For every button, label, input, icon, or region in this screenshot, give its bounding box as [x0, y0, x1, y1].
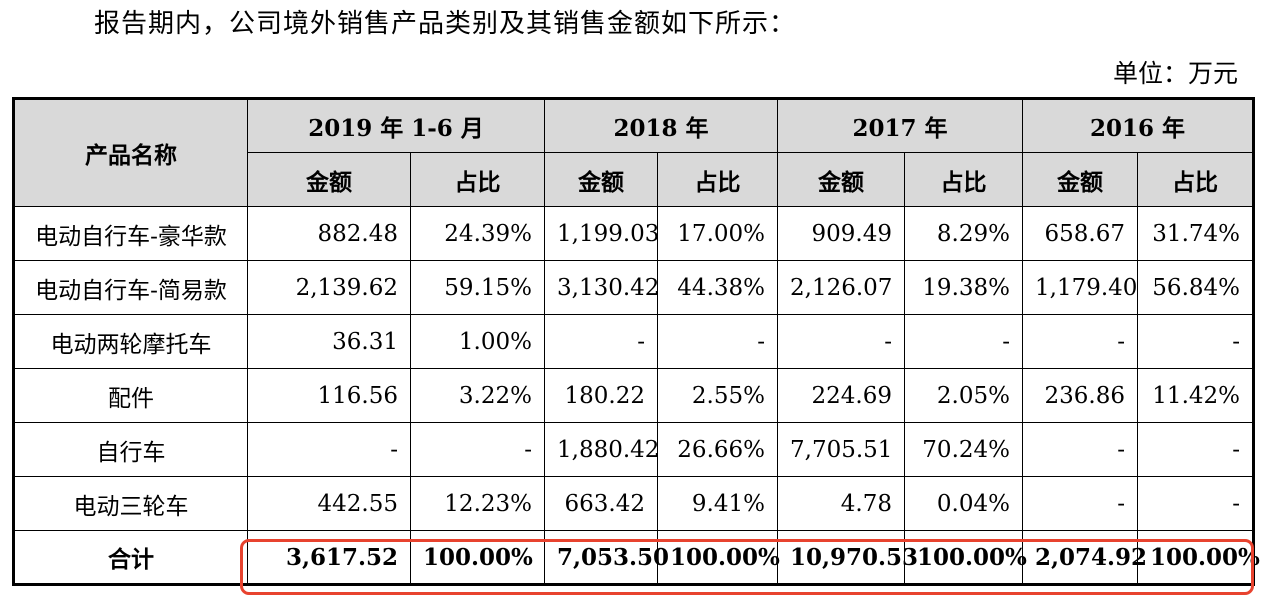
- amount-cell: 2,139.62: [247, 260, 411, 315]
- amount-cell: 909.49: [777, 206, 905, 261]
- header-amount: 金额: [777, 152, 905, 207]
- header-amount: 金额: [1022, 152, 1138, 207]
- intro-text: 报告期内，公司境外销售产品类别及其销售金额如下所示：: [94, 9, 797, 39]
- amount-cell: 658.67: [1022, 206, 1138, 261]
- ratio-cell: 3.22%: [410, 368, 545, 423]
- ratio-cell: 12.23%: [410, 476, 545, 531]
- ratio-cell: 8.29%: [904, 206, 1023, 261]
- ratio-cell: 1.00%: [410, 314, 545, 369]
- header-ratio: 占比: [904, 152, 1023, 207]
- amount-cell: 236.86: [1022, 368, 1138, 423]
- ratio-cell: 2.55%: [657, 368, 778, 423]
- unit-label: 单位：万元: [1112, 59, 1238, 88]
- sales-table: 产品名称 2019 年 1-6 月 2018 年 2017 年 2016 年 金…: [12, 97, 1260, 586]
- amount-cell: -: [1022, 422, 1138, 477]
- amount-cell: -: [247, 422, 411, 477]
- amount-cell: 3,617.52: [247, 530, 411, 585]
- amount-cell: 2,074.92: [1022, 530, 1147, 585]
- ratio-cell: 100.00%: [904, 530, 1027, 585]
- ratio-cell: 2.05%: [904, 368, 1023, 423]
- amount-cell: 882.48: [247, 206, 411, 261]
- table-row: 电动自行车-简易款 2,139.62 59.15% 3,130.42 44.38% 2,1…: [13, 260, 1254, 315]
- amount-cell: 10,970.53: [777, 530, 918, 585]
- ratio-cell: -: [1137, 422, 1254, 477]
- amount-cell: 36.31: [247, 314, 411, 369]
- ratio-cell: -: [657, 314, 778, 369]
- ratio-cell: 56.84%: [1137, 260, 1254, 315]
- table-row: 电动自行车-豪华款 882.48 24.39% 1,199.03 17.00% 909.4…: [13, 206, 1254, 261]
- header-ratio: 占比: [657, 152, 778, 207]
- ratio-cell: 24.39%: [410, 206, 545, 261]
- amount-cell: 1,199.03: [544, 206, 659, 261]
- product-name-cell: 电动自行车-豪华款: [13, 206, 248, 261]
- ratio-cell: 26.66%: [657, 422, 778, 477]
- amount-cell: -: [544, 314, 658, 369]
- ratio-cell: 11.42%: [1137, 368, 1254, 423]
- ratio-cell: 17.00%: [657, 206, 778, 261]
- table-row: 配件 116.56 3.22% 180.22 2.55% 224.69 2.05% 236.8…: [13, 368, 1254, 423]
- amount-cell: 4.78: [777, 476, 905, 531]
- total-row: 合计 3,617.52 100.00% 7,053.50 100.00% 10,970.5…: [13, 530, 1260, 585]
- amount-cell: 1,179.40: [1022, 260, 1138, 315]
- amount-cell: 180.22: [544, 368, 658, 423]
- ratio-cell: 31.74%: [1137, 206, 1254, 261]
- amount-cell: -: [777, 314, 905, 369]
- ratio-cell: -: [1137, 476, 1254, 531]
- header-amount: 金额: [544, 152, 658, 207]
- ratio-cell: 44.38%: [657, 260, 778, 315]
- amount-cell: 7,705.51: [777, 422, 905, 477]
- ratio-cell: 19.38%: [904, 260, 1023, 315]
- header-year: 2019 年 1-6 月: [247, 98, 545, 153]
- product-name-cell: 自行车: [13, 422, 248, 477]
- amount-cell: 2,126.07: [777, 260, 905, 315]
- header-ratio: 占比: [1137, 152, 1254, 207]
- ratio-cell: 9.41%: [657, 476, 778, 531]
- header-year: 2017 年: [777, 98, 1023, 153]
- ratio-cell: 59.15%: [410, 260, 545, 315]
- table-body: 电动自行车-豪华款 882.48 24.39% 1,199.03 17.00% 909.4…: [13, 206, 1260, 585]
- amount-cell: 116.56: [247, 368, 411, 423]
- header-ratio: 占比: [410, 152, 545, 207]
- product-name-cell: 配件: [13, 368, 248, 423]
- ratio-cell: 100.00%: [1137, 530, 1260, 585]
- product-name-cell: 电动三轮车: [13, 476, 248, 531]
- header-product: 产品名称: [13, 98, 248, 207]
- header-year: 2016 年: [1022, 98, 1254, 153]
- ratio-cell: 100.00%: [657, 530, 780, 585]
- table-row: 自行车 - -1,880.42 26.66% 7,705.51 70.24% - -: [13, 422, 1254, 477]
- product-name-cell: 电动两轮摩托车: [13, 314, 248, 369]
- ratio-cell: -: [904, 314, 1023, 369]
- header-amount: 金额: [247, 152, 411, 207]
- amount-cell: 224.69: [777, 368, 905, 423]
- product-name-cell: 电动自行车-简易款: [13, 260, 248, 315]
- ratio-cell: -: [410, 422, 545, 477]
- amount-cell: 3,130.42: [544, 260, 659, 315]
- ratio-cell: 0.04%: [904, 476, 1023, 531]
- ratio-cell: 70.24%: [904, 422, 1023, 477]
- product-name-cell: 合计: [13, 530, 248, 585]
- amount-cell: 7,053.50: [544, 530, 669, 585]
- amount-cell: 442.55: [247, 476, 411, 531]
- header-year: 2018 年: [544, 98, 778, 153]
- amount-cell: 1,880.42: [544, 422, 659, 477]
- ratio-cell: 100.00%: [410, 530, 545, 585]
- table-row: 电动两轮摩托车 36.31 1.00% - - - - - -: [13, 314, 1254, 369]
- amount-cell: -: [1022, 314, 1138, 369]
- table-row: 电动三轮车 442.55 12.23% 663.42 9.41% 4.78 0.04% - -: [13, 476, 1254, 531]
- amount-cell: 663.42: [544, 476, 658, 531]
- ratio-cell: -: [1137, 314, 1254, 369]
- amount-cell: -: [1022, 476, 1138, 531]
